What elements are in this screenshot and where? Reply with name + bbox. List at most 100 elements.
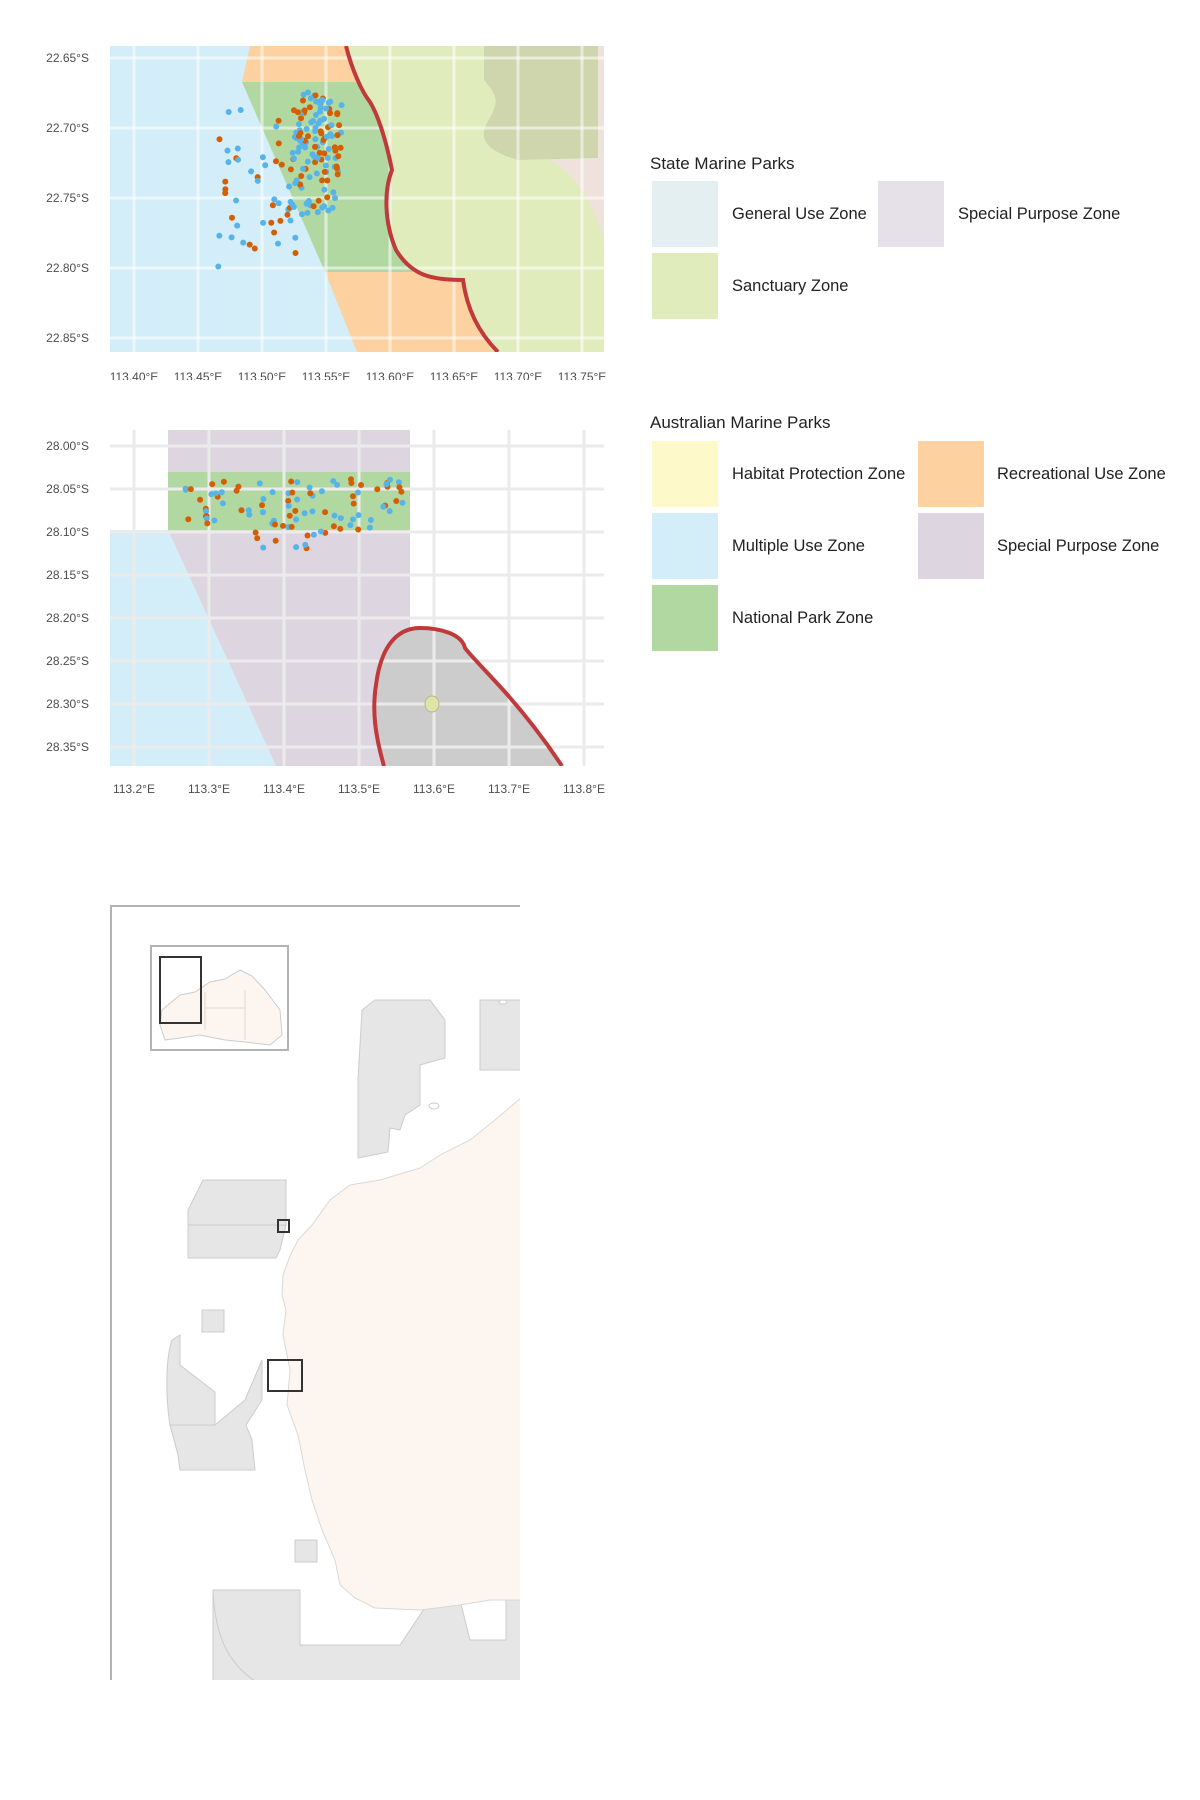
survey-point — [299, 211, 305, 218]
survey-point — [288, 523, 295, 530]
land-australia — [281, 1097, 520, 1611]
survey-point — [275, 140, 282, 147]
survey-point — [308, 119, 315, 126]
survey-point — [273, 123, 280, 130]
survey-point — [212, 490, 219, 497]
y-tick-label: 28.10°S — [46, 525, 89, 539]
survey-point — [295, 148, 302, 155]
survey-point — [278, 161, 285, 168]
y-tick-label: 28.00°S — [46, 439, 89, 453]
survey-point — [318, 488, 325, 495]
x-tick-label: 113.4°E — [263, 782, 305, 796]
y-tick-label: 22.65°S — [46, 51, 89, 65]
survey-point — [298, 173, 305, 179]
survey-point — [287, 166, 294, 173]
overview-map — [110, 905, 520, 1680]
survey-point — [290, 204, 297, 210]
survey-points — [215, 89, 345, 270]
survey-point — [305, 89, 311, 96]
survey-point — [314, 209, 321, 216]
survey-point — [395, 479, 402, 486]
x-tick-label: 113.75°E — [558, 370, 607, 380]
state-park-boundary — [372, 625, 564, 766]
x-tick-label: 113.50°E — [238, 370, 287, 380]
survey-point — [305, 133, 311, 140]
locator-ningaloo — [277, 1219, 290, 1233]
survey-point — [259, 502, 265, 509]
survey-point — [245, 507, 252, 514]
survey-point — [300, 165, 306, 172]
coastline-islands — [428, 999, 508, 1110]
survey-point — [366, 524, 373, 531]
survey-point — [272, 521, 278, 528]
survey-point — [398, 488, 405, 495]
survey-point — [301, 107, 308, 114]
x-tick-label: 113.60°E — [366, 370, 415, 380]
survey-point — [256, 480, 263, 487]
survey-point — [260, 219, 267, 226]
survey-point — [348, 480, 355, 486]
legend-title-australian: Australian Marine Parks — [650, 413, 831, 432]
survey-point — [211, 517, 218, 524]
legend-swatch-sanctuary — [652, 253, 718, 319]
survey-point — [323, 105, 330, 112]
survey-point — [312, 143, 318, 150]
park-south-coast — [212, 1589, 255, 1680]
survey-point — [297, 181, 304, 188]
survey-point — [203, 508, 210, 515]
legend-title-state: State Marine Parks — [650, 154, 795, 173]
survey-point — [298, 115, 304, 122]
survey-point — [309, 508, 316, 515]
survey-point — [322, 162, 329, 169]
x-axis-labels: 113.40°E 113.45°E 113.50°E 113.55°E 113.… — [110, 370, 607, 380]
survey-point — [332, 195, 338, 201]
survey-point — [275, 240, 281, 247]
legend-label: Special Purpose Zone — [997, 537, 1160, 555]
survey-point — [321, 115, 328, 122]
survey-point — [306, 104, 313, 111]
survey-point — [304, 209, 311, 216]
survey-point — [233, 487, 240, 494]
survey-point — [182, 486, 189, 493]
survey-point — [229, 214, 235, 221]
survey-point — [315, 197, 322, 204]
x-tick-label: 113.40°E — [110, 370, 159, 380]
locator-abrolhos — [267, 1359, 303, 1392]
survey-point — [271, 196, 278, 203]
survey-point — [222, 186, 229, 193]
survey-point — [262, 162, 269, 169]
legend-label: General Use Zone — [732, 205, 867, 223]
survey-point — [321, 150, 328, 157]
survey-point — [329, 204, 336, 211]
survey-point — [222, 178, 229, 185]
land-strip — [550, 46, 604, 240]
park-gascoyne — [187, 1224, 287, 1259]
y-tick-label: 22.70°S — [46, 121, 89, 135]
survey-point — [399, 499, 406, 506]
survey-point — [331, 144, 338, 151]
survey-point — [322, 509, 329, 516]
legend-swatch-recreational-use — [918, 441, 984, 507]
survey-point — [234, 145, 241, 152]
survey-point — [324, 177, 331, 184]
survey-point — [218, 489, 225, 496]
survey-point — [260, 509, 266, 516]
survey-point — [246, 241, 253, 248]
survey-point — [240, 239, 247, 246]
y-tick-label: 28.20°S — [46, 611, 89, 625]
x-tick-label: 113.65°E — [430, 370, 479, 380]
survey-point — [317, 128, 324, 135]
survey-point — [337, 144, 344, 151]
park-argo-rowley — [357, 999, 446, 1159]
survey-point — [246, 511, 253, 518]
park-abrolhos — [169, 1359, 263, 1471]
survey-point — [312, 112, 319, 118]
survey-point — [331, 512, 338, 519]
x-tick-label: 113.45°E — [174, 370, 223, 380]
survey-point — [251, 245, 258, 252]
survey-point — [323, 133, 330, 140]
survey-point — [285, 502, 292, 509]
survey-point — [209, 481, 216, 488]
park-gascoyne-north — [187, 1179, 287, 1226]
